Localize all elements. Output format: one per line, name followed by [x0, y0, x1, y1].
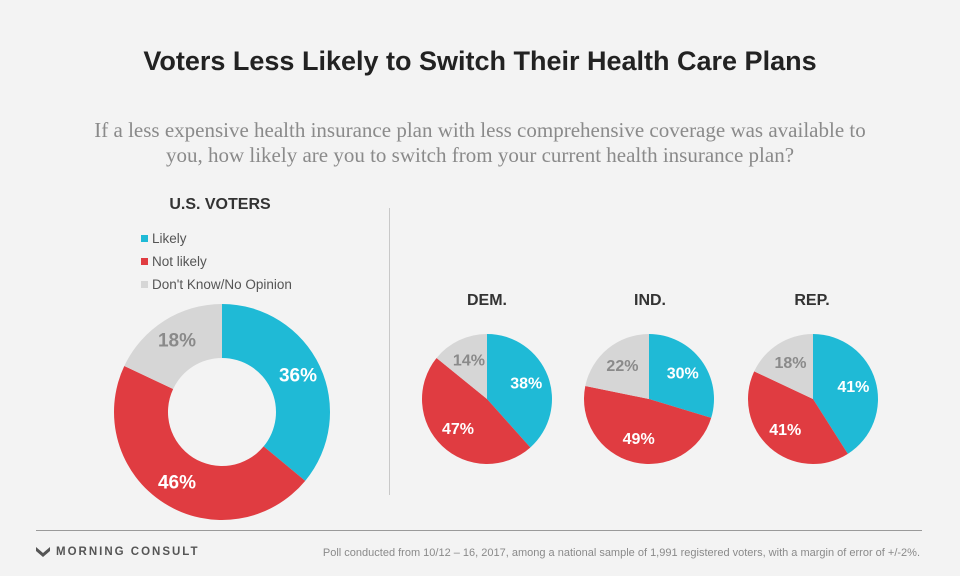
us-voters-heading: U.S. VOTERS: [169, 196, 271, 213]
ind-label-likely: 30%: [667, 365, 699, 382]
ind-slice-dont-know: [585, 334, 649, 399]
dem-label-not-likely: 47%: [442, 421, 474, 438]
legend-label-dont-know: Don't Know/No Opinion: [152, 277, 292, 292]
chart-subtitle: If a less expensive health insurance pla…: [94, 118, 866, 167]
us-voters-slice-not-likely: [113, 366, 306, 520]
brand-name: MORNING CONSULT: [56, 546, 200, 558]
rep-label-dont-know: 18%: [774, 355, 806, 372]
rep-heading: REP.: [794, 292, 830, 309]
dem-heading: DEM.: [467, 292, 507, 309]
legend-swatch-dont-know: [141, 281, 148, 288]
rep-slice-not-likely: [747, 371, 848, 464]
ind-label-not-likely: 49%: [623, 431, 655, 448]
morning-consult-logo-icon: [36, 547, 50, 557]
rep-label-not-likely: 41%: [769, 422, 801, 439]
dem-slice-dont-know: [436, 334, 487, 399]
chart-title: Voters Less Likely to Switch Their Healt…: [143, 46, 817, 76]
legend: Likely Not likely Don't Know/No Opinion: [141, 227, 292, 296]
ind-slice-not-likely: [583, 385, 712, 465]
us-voters-slice-likely: [222, 304, 331, 481]
dem-label-dont-know: 14%: [453, 353, 485, 370]
ind-label-dont-know: 22%: [606, 358, 638, 375]
us-voters-label-dont-know: 18%: [158, 331, 196, 352]
rep-label-likely: 41%: [837, 379, 869, 396]
legend-label-not-likely: Not likely: [152, 254, 207, 269]
legend-item-likely: Likely: [141, 227, 292, 250]
legend-swatch-likely: [141, 235, 148, 242]
dem-slice-likely: [487, 334, 552, 448]
rep-slice-likely: [813, 334, 878, 454]
footer-brand: MORNING CONSULT: [36, 546, 200, 558]
legend-item-dont-know: Don't Know/No Opinion: [141, 273, 292, 296]
footer-note: Poll conducted from 10/12 – 16, 2017, am…: [322, 547, 920, 559]
legend-label-likely: Likely: [152, 231, 187, 246]
legend-item-not-likely: Not likely: [141, 250, 292, 273]
vertical-divider: [389, 208, 390, 495]
us-voters-label-not-likely: 46%: [158, 472, 196, 493]
ind-heading: IND.: [634, 292, 666, 309]
ind-slice-likely: [649, 334, 714, 418]
us-voters-slice-dont-know: [124, 304, 222, 390]
dem-slice-not-likely: [421, 358, 531, 465]
legend-swatch-not-likely: [141, 258, 148, 265]
rep-slice-dont-know: [754, 334, 813, 399]
us-voters-label-likely: 36%: [279, 366, 317, 387]
footer-divider: [36, 530, 922, 531]
dem-label-likely: 38%: [510, 376, 542, 393]
